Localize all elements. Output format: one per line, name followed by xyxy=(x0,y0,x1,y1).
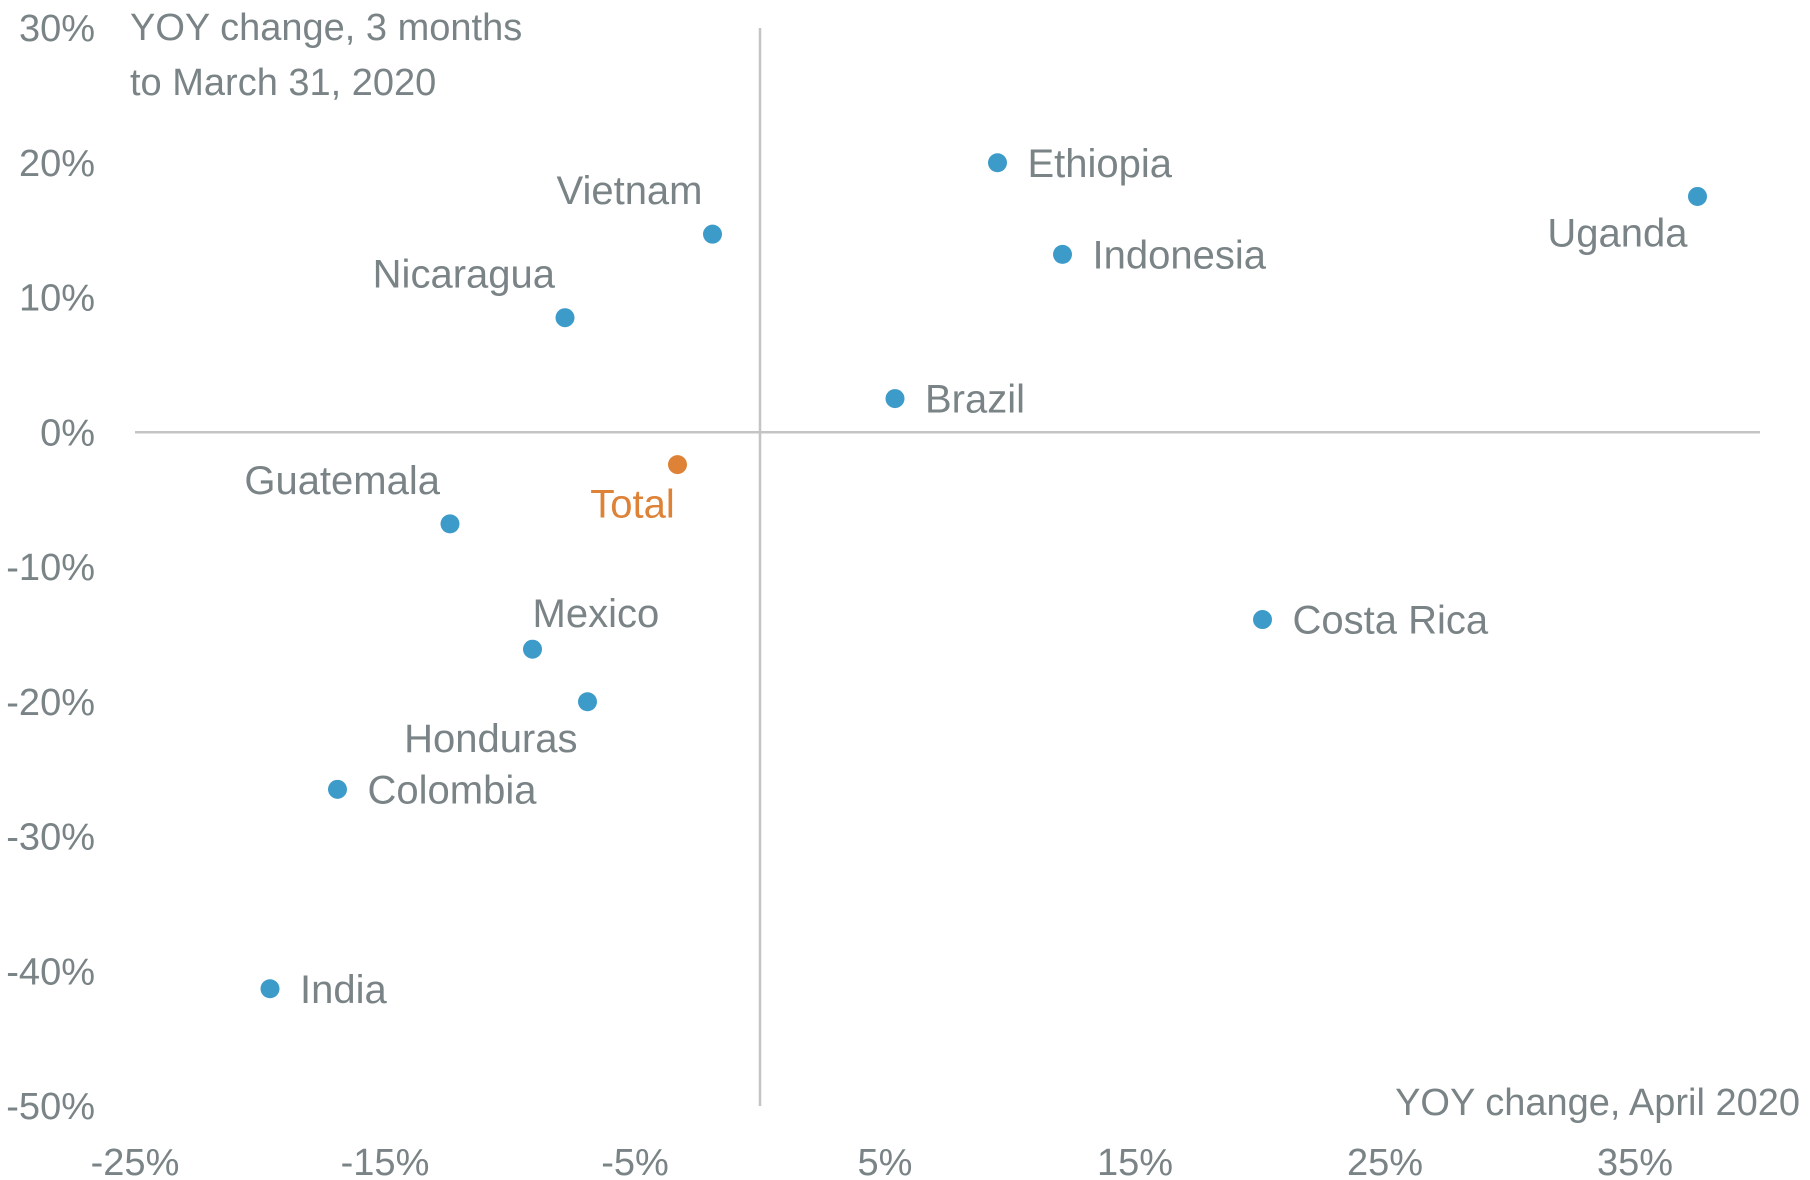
x-tick-label: 15% xyxy=(1097,1142,1173,1180)
point-label-guatemala: Guatemala xyxy=(244,459,440,503)
data-points: Ethiopia Uganda Vietnam Indonesia Nicaragua B… xyxy=(244,142,1707,1012)
x-tick-labels: -25% -15% -5% 5% 15% 25% 35% xyxy=(91,1142,1673,1180)
y-tick-label: -40% xyxy=(6,951,95,993)
point-brazil xyxy=(885,389,905,409)
y-axis-title-line-2: to March 31, 2020 xyxy=(130,62,436,104)
y-tick-label: -20% xyxy=(6,682,95,724)
point-nicaragua xyxy=(555,308,575,328)
y-axis-title-line-1: YOY change, 3 months xyxy=(130,7,522,49)
point-india xyxy=(260,979,280,999)
x-tick-label: 35% xyxy=(1597,1142,1673,1180)
point-colombia xyxy=(328,779,347,799)
point-label-uganda: Uganda xyxy=(1547,211,1688,255)
point-label-mexico: Mexico xyxy=(533,592,660,636)
point-label-vietnam: Vietnam xyxy=(556,169,702,213)
x-axis-title: YOY change, April 2020 xyxy=(1395,1082,1800,1124)
point-total xyxy=(668,455,687,475)
point-honduras xyxy=(578,692,597,712)
point-label-indonesia: Indonesia xyxy=(1093,233,1267,277)
y-tick-label: -50% xyxy=(6,1086,95,1128)
point-mexico xyxy=(523,639,542,659)
point-uganda xyxy=(1688,186,1707,206)
point-label-honduras: Honduras xyxy=(404,717,577,761)
x-tick-label: -5% xyxy=(601,1142,669,1180)
point-vietnam xyxy=(703,224,722,244)
y-tick-label: 30% xyxy=(19,8,95,50)
axes xyxy=(135,28,1760,1106)
y-tick-label: -30% xyxy=(6,817,95,859)
point-label-nicaragua: Nicaragua xyxy=(373,253,556,297)
x-tick-label: -25% xyxy=(91,1142,180,1180)
x-tick-label: 25% xyxy=(1347,1142,1423,1180)
y-tick-label: 10% xyxy=(19,278,95,320)
y-tick-label: 0% xyxy=(40,412,95,454)
point-label-costa-rica: Costa Rica xyxy=(1293,599,1489,643)
axis-titles: YOY change, 3 months to March 31, 2020 Y… xyxy=(130,7,1800,1124)
x-tick-label: -15% xyxy=(341,1142,430,1180)
point-label-total: Total xyxy=(590,483,675,527)
y-tick-label: 20% xyxy=(19,143,95,185)
y-tick-labels: 30% 20% 10% 0% -10% -20% -30% -40% -50% xyxy=(6,8,95,1128)
point-label-india: India xyxy=(300,968,387,1012)
point-label-ethiopia: Ethiopia xyxy=(1028,142,1173,186)
point-indonesia xyxy=(1053,244,1072,264)
point-costa-rica xyxy=(1253,610,1272,630)
point-label-brazil: Brazil xyxy=(925,378,1025,422)
x-tick-label: 5% xyxy=(858,1142,913,1180)
point-guatemala xyxy=(440,514,460,534)
y-tick-label: -10% xyxy=(6,547,95,589)
point-label-colombia: Colombia xyxy=(368,768,538,812)
point-ethiopia xyxy=(988,153,1007,173)
